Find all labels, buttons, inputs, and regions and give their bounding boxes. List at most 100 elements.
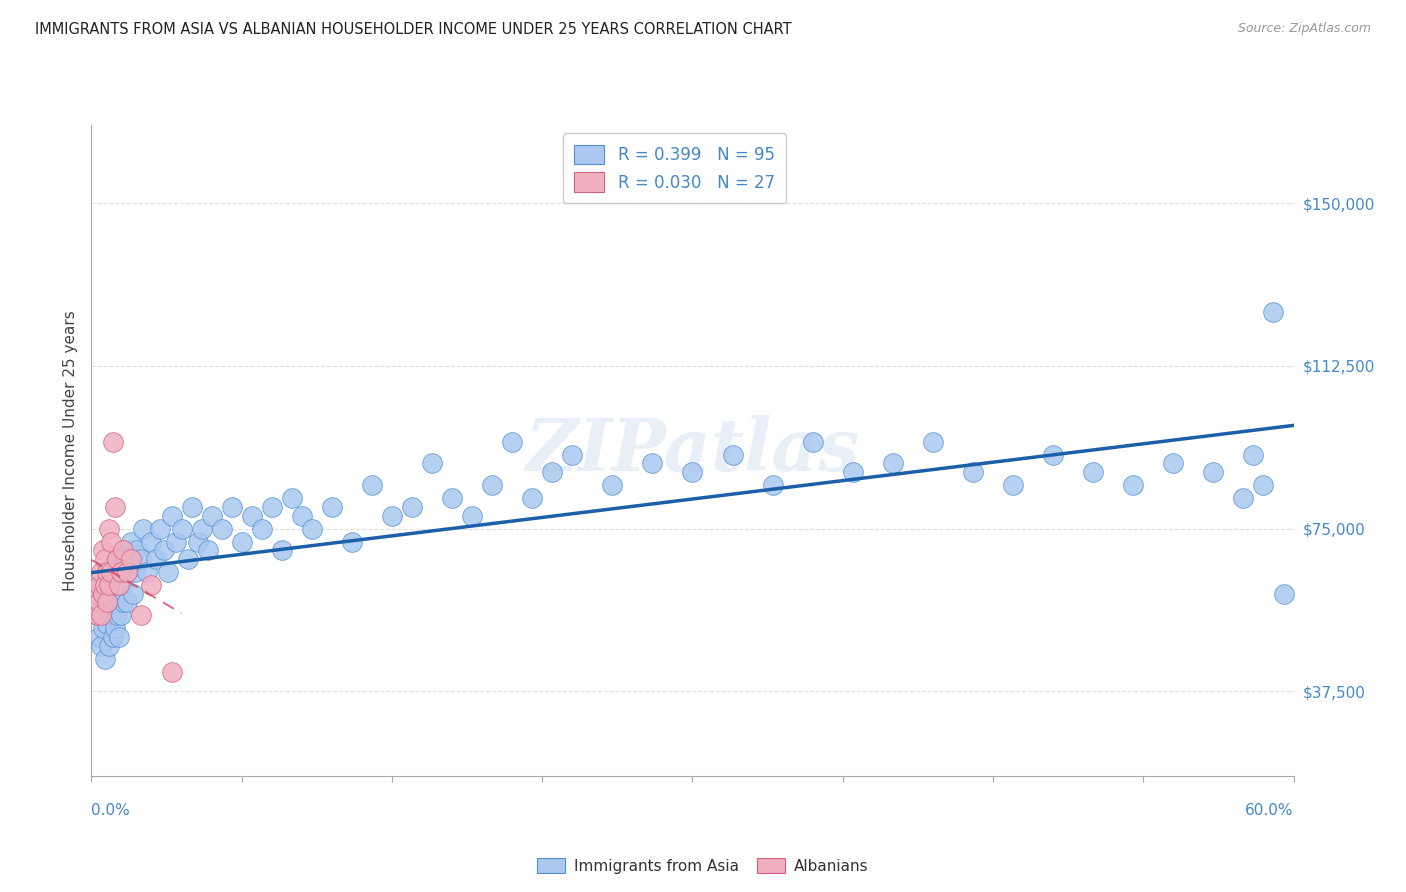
Point (98, 522, 121, 536)
Point (121, 552, 143, 566)
Point (1272, 587, 1295, 601)
Point (122, 587, 145, 601)
Point (112, 595, 135, 609)
Point (160, 508, 183, 523)
Point (112, 543, 135, 558)
Point (541, 465, 564, 479)
Point (94, 652, 117, 666)
Point (127, 543, 149, 558)
Point (114, 543, 136, 558)
Point (96, 565, 118, 579)
Point (1163, 457, 1185, 471)
Point (221, 500, 243, 514)
Point (108, 552, 131, 566)
Point (141, 578, 163, 592)
Point (89, 630, 111, 644)
Point (962, 465, 984, 479)
Point (270, 543, 292, 558)
Point (86, 587, 108, 601)
Point (89, 578, 111, 592)
Point (301, 522, 323, 536)
Point (117, 565, 139, 579)
Point (100, 578, 122, 592)
Point (121, 534, 143, 549)
Point (110, 608, 132, 623)
Point (90, 608, 112, 623)
Point (100, 534, 122, 549)
Point (141, 534, 163, 549)
Point (93, 587, 115, 601)
Point (501, 434, 523, 449)
Point (180, 500, 202, 514)
Legend: Immigrants from Asia, Albanians: Immigrants from Asia, Albanians (531, 852, 875, 880)
Point (641, 457, 664, 471)
Point (104, 622, 127, 636)
Y-axis label: Householder Income Under 25 years: Householder Income Under 25 years (63, 310, 79, 591)
Point (112, 578, 135, 592)
Point (98, 578, 121, 592)
Point (156, 565, 179, 579)
Point (131, 552, 153, 566)
Point (100, 565, 122, 579)
Point (96, 617, 118, 632)
Point (1232, 491, 1254, 506)
Point (145, 552, 167, 566)
Point (1253, 478, 1275, 492)
Point (190, 522, 212, 536)
Point (1122, 478, 1144, 492)
Point (89, 595, 111, 609)
Point (136, 565, 159, 579)
Point (96, 595, 118, 609)
Point (461, 508, 484, 523)
Point (281, 491, 304, 506)
Text: Source: ZipAtlas.com: Source: ZipAtlas.com (1237, 22, 1371, 36)
Point (103, 595, 125, 609)
Point (420, 457, 443, 471)
Point (93, 622, 115, 636)
Point (90, 565, 112, 579)
Point (107, 608, 129, 623)
Point (250, 522, 273, 536)
Point (103, 630, 125, 644)
Point (90, 639, 112, 653)
Point (148, 522, 170, 536)
Point (93, 599, 115, 614)
Text: ZIPatlas: ZIPatlas (526, 415, 859, 486)
Point (176, 552, 198, 566)
Point (801, 434, 824, 449)
Point (94, 587, 117, 601)
Point (86, 608, 108, 623)
Point (107, 552, 129, 566)
Point (118, 552, 141, 566)
Point (110, 565, 132, 579)
Point (401, 500, 423, 514)
Point (104, 565, 127, 579)
Point (1083, 465, 1105, 479)
Point (165, 534, 187, 549)
Point (108, 630, 131, 644)
Point (1243, 448, 1265, 462)
Point (152, 543, 174, 558)
Point (110, 565, 132, 579)
Point (211, 522, 233, 536)
Point (93, 543, 115, 558)
Point (131, 608, 153, 623)
Point (124, 565, 146, 579)
Point (681, 465, 703, 479)
Point (561, 448, 583, 462)
Point (522, 491, 544, 506)
Point (1042, 448, 1064, 462)
Text: IMMIGRANTS FROM ASIA VS ALBANIAN HOUSEHOLDER INCOME UNDER 25 YEARS CORRELATION C: IMMIGRANTS FROM ASIA VS ALBANIAN HOUSEHO… (35, 22, 792, 37)
Point (201, 508, 224, 523)
Point (100, 608, 122, 623)
Point (98, 639, 121, 653)
Point (360, 478, 382, 492)
Point (1202, 465, 1225, 479)
Point (291, 508, 314, 523)
Point (117, 595, 139, 609)
Point (602, 478, 624, 492)
Point (86, 608, 108, 623)
Point (381, 508, 404, 523)
Point (1001, 478, 1024, 492)
Point (107, 587, 129, 601)
